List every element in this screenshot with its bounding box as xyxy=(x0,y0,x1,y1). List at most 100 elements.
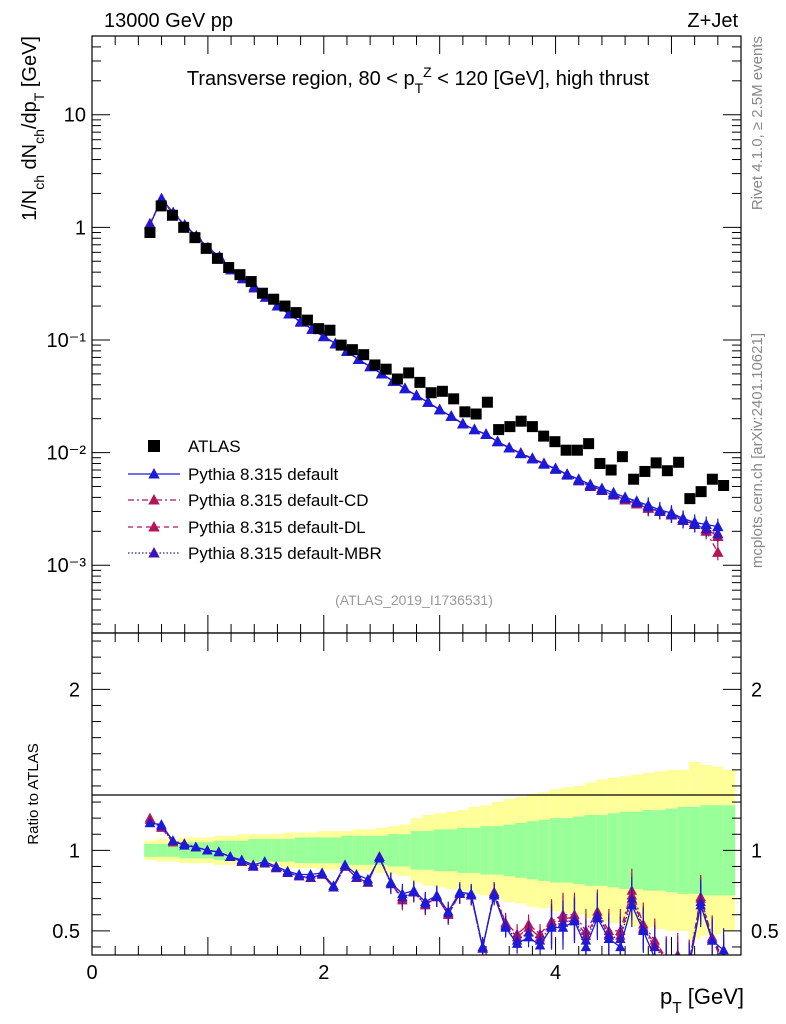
ratio-stat-band xyxy=(642,810,655,891)
atlas-data-point xyxy=(549,436,561,448)
ratio-point xyxy=(443,906,454,916)
atlas-data-point xyxy=(324,324,336,336)
atlas-data-point xyxy=(459,406,471,418)
main-point xyxy=(526,452,539,464)
atlas-data-point xyxy=(346,344,358,356)
rivet-version-label: Rivet 4.1.0, ≥ 2.5M events xyxy=(749,36,766,210)
atlas-data-point xyxy=(583,438,595,450)
main-y-tick-label: 10⁻³ xyxy=(47,555,87,577)
main-series-layer xyxy=(144,192,730,561)
ratio-point xyxy=(305,869,316,879)
atlas-data-point xyxy=(391,373,403,385)
ratio-series-layer xyxy=(144,812,729,974)
ratio-stat-band xyxy=(515,822,527,878)
legend-marker xyxy=(148,521,160,532)
ratio-stat-band xyxy=(526,821,539,880)
ratio-stat-band xyxy=(584,814,597,886)
ratio-point xyxy=(454,886,465,897)
ratio-point xyxy=(626,899,638,910)
ratio-point xyxy=(500,922,511,932)
ratio-point xyxy=(695,899,706,910)
ratio-series-0 xyxy=(144,817,729,974)
ratio-stat-band xyxy=(364,835,376,865)
main-point xyxy=(538,458,550,469)
ratio-point xyxy=(259,856,270,866)
ratio-y-tick-label-right: 0.5 xyxy=(751,921,779,943)
ratio-axis-ticks: 0 2 4 0.5 0.5 1 1 2 2 xyxy=(52,633,779,984)
x-tick-label: 4 xyxy=(550,962,561,984)
ratio-point xyxy=(374,852,385,863)
legend-entry: Pythia 8.315 default-MBR xyxy=(128,544,382,563)
ratio-stat-band xyxy=(317,837,330,864)
atlas-data-point xyxy=(369,359,381,371)
main-point xyxy=(549,462,562,474)
atlas-data-point xyxy=(628,473,640,485)
ratio-point xyxy=(661,956,671,966)
atlas-data-point xyxy=(436,385,448,397)
mcplots-label: mcplots.cern.ch [arXiv:2401.10621] xyxy=(749,333,766,568)
ratio-stat-band xyxy=(538,819,550,881)
ratio-stat-band xyxy=(236,840,249,861)
legend-marker xyxy=(148,547,160,558)
ratio-point xyxy=(488,889,500,900)
ratio-point xyxy=(144,812,156,823)
ratio-point xyxy=(672,964,682,974)
atlas-data-point xyxy=(380,363,392,375)
ratio-stat-band xyxy=(677,806,689,894)
ratio-stat-band xyxy=(225,840,237,861)
ratio-stat-band xyxy=(619,811,631,889)
main-point xyxy=(596,482,608,493)
ratio-point xyxy=(718,944,729,955)
atlas-data-point xyxy=(605,464,617,476)
atlas-data-point xyxy=(313,323,325,335)
ratio-stat-band xyxy=(155,843,168,857)
ratio-stat-band xyxy=(178,842,191,859)
atlas-data-point xyxy=(616,451,628,463)
main-point xyxy=(491,435,504,447)
legend-entry: Pythia 8.315 default-DL xyxy=(128,518,366,537)
ratio-point xyxy=(592,912,603,923)
atlas-data-point xyxy=(515,415,527,427)
atlas-data-point xyxy=(661,465,673,477)
main-point xyxy=(480,428,492,439)
ratio-uncertainty-bands xyxy=(144,761,736,939)
legend-entry: ATLAS xyxy=(148,437,241,456)
ratio-stat-band xyxy=(688,806,701,894)
ratio-point xyxy=(339,859,351,869)
ratio-stat-band xyxy=(433,829,446,872)
ratio-point xyxy=(465,888,477,898)
analysis-id-label: (ATLAS_2019_I1736531) xyxy=(335,592,493,608)
ratio-point xyxy=(282,865,293,876)
x-tick-label: 2 xyxy=(318,962,329,984)
main-point xyxy=(573,473,585,484)
ratio-stat-band xyxy=(294,837,307,864)
legend-marker xyxy=(148,494,160,505)
main-point xyxy=(457,417,469,429)
ratio-point xyxy=(638,925,649,935)
main-point xyxy=(399,382,411,394)
main-point xyxy=(515,447,527,459)
ratio-point xyxy=(431,889,443,900)
atlas-data-point xyxy=(256,287,268,299)
ratio-point xyxy=(684,961,694,971)
atlas-data-point xyxy=(414,376,426,388)
main-panel: 10⁻³ 10⁻² 10⁻¹ 1 10 Transverse region, 80 < … xyxy=(19,35,742,634)
atlas-data-point xyxy=(706,473,718,485)
ratio-point xyxy=(270,860,282,871)
ratio-stat-band xyxy=(503,824,516,877)
ratio-stat-band xyxy=(167,843,179,857)
atlas-data-point xyxy=(144,226,156,238)
ratio-stat-band xyxy=(549,818,562,883)
atlas-data-point xyxy=(538,430,550,442)
ratio-y-axis-label: Ratio to ATLAS xyxy=(25,743,42,844)
ratio-point xyxy=(557,922,569,932)
ratio-point xyxy=(213,846,225,857)
atlas-data-point xyxy=(695,486,707,498)
ratio-point xyxy=(351,869,362,879)
atlas-data-point xyxy=(673,456,685,468)
atlas-data-point xyxy=(301,314,313,326)
ratio-point xyxy=(653,952,657,955)
ratio-point xyxy=(672,959,682,969)
ratio-panel: 0 2 4 0.5 0.5 1 1 2 2 Ratio to ATLAS pT [GeV] xyxy=(25,632,779,1017)
main-point xyxy=(642,499,654,510)
